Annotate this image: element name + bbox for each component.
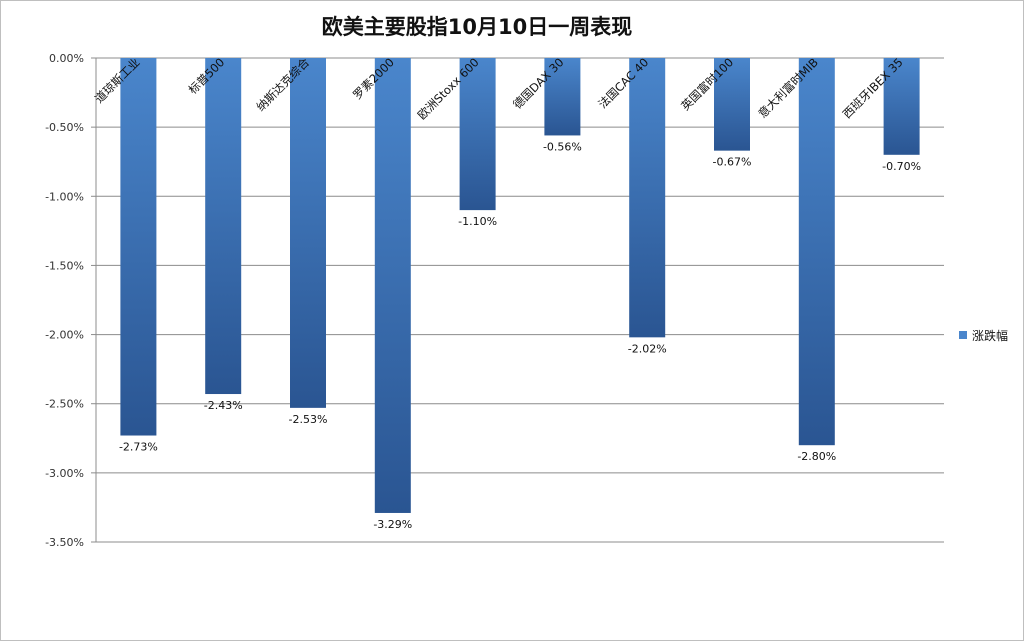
y-tick-label: -2.00% bbox=[45, 329, 84, 342]
bar bbox=[629, 58, 666, 338]
bar bbox=[544, 58, 581, 136]
data-label: -2.53% bbox=[289, 413, 328, 426]
y-axis: 0.00% -0.50% -1.00% -1.50% -2.00% -2.50% -3.00… bbox=[45, 52, 97, 549]
legend: 涨跌幅 bbox=[959, 328, 1008, 343]
bar bbox=[714, 58, 750, 151]
y-tick-label: -1.00% bbox=[45, 190, 84, 203]
bar bbox=[120, 58, 157, 436]
bar bbox=[290, 58, 326, 408]
bars bbox=[120, 58, 920, 513]
data-label: -0.70% bbox=[882, 160, 921, 173]
chart-title: 欧美主要股指10月10日一周表现 bbox=[322, 15, 632, 39]
y-tick-label: -3.50% bbox=[45, 536, 84, 549]
y-tick-label: 0.00% bbox=[49, 52, 84, 65]
bar bbox=[205, 58, 242, 395]
y-tick-label: -3.00% bbox=[45, 467, 84, 480]
data-label: -2.73% bbox=[119, 441, 158, 454]
y-tick-label: -1.50% bbox=[45, 259, 84, 272]
bar bbox=[883, 58, 920, 155]
data-label: -2.80% bbox=[797, 450, 836, 463]
y-tick-label: -2.50% bbox=[45, 398, 84, 411]
y-tick-label: -0.50% bbox=[45, 121, 84, 134]
data-label: -1.10% bbox=[458, 215, 497, 228]
data-label: -3.29% bbox=[373, 518, 412, 531]
bar bbox=[459, 58, 496, 211]
legend-label: 涨跌幅 bbox=[972, 328, 1008, 343]
data-label: -0.56% bbox=[543, 140, 582, 153]
legend-swatch bbox=[959, 331, 967, 339]
bar bbox=[374, 58, 411, 513]
data-label: -2.43% bbox=[204, 399, 243, 412]
data-label: -2.02% bbox=[628, 342, 667, 355]
bar bbox=[798, 58, 835, 446]
data-label: -0.67% bbox=[713, 156, 752, 169]
